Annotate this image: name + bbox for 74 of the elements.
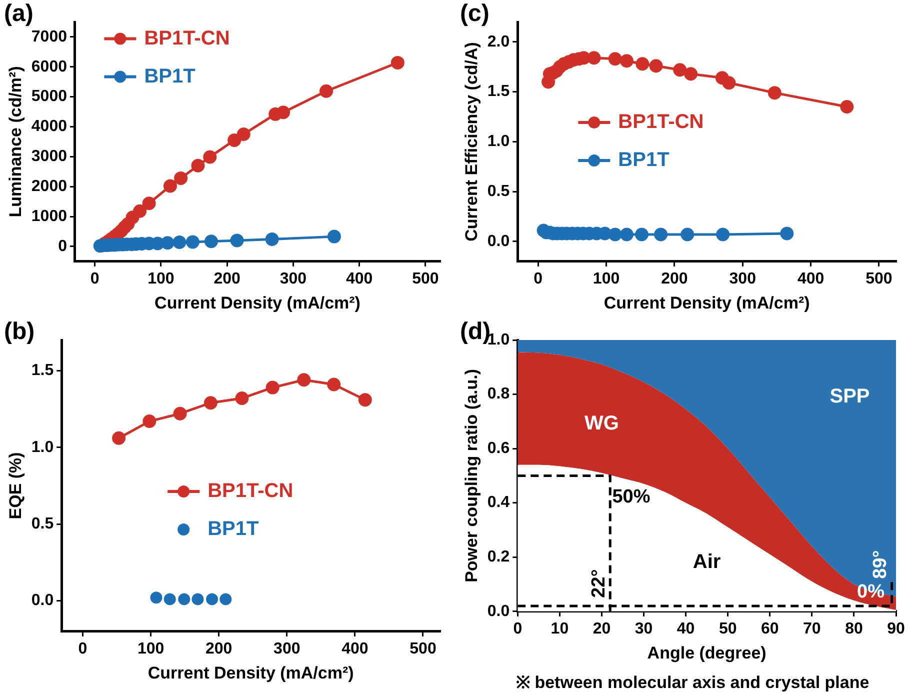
legend-label: BP1T-CN: [144, 27, 230, 50]
x-tick-label: 90: [887, 620, 905, 638]
y-tick-label: 1.5: [487, 83, 510, 100]
y-tick-label: 0.2: [487, 548, 510, 566]
chart-title: (a): [4, 0, 34, 28]
y-tick-label: 2000: [31, 178, 68, 195]
series-label: SPP: [830, 386, 870, 408]
x-tick-label: 400: [342, 640, 368, 658]
x-tick-label: 0: [78, 640, 88, 658]
annotation: 50%: [612, 486, 650, 508]
y-axis-title: EQE (%): [6, 452, 25, 520]
x-tick-label: 200: [661, 270, 688, 288]
x-tick-label: 300: [274, 640, 300, 658]
x-tick-label: 40: [676, 620, 695, 638]
chart-title: (b): [4, 318, 35, 346]
x-tick-label: 0: [534, 270, 543, 288]
x-tick-label: 300: [280, 270, 307, 288]
y-tick-label: 0.5: [31, 515, 54, 532]
x-tick-label: 60: [760, 620, 779, 638]
x-tick-label: 80: [845, 620, 863, 638]
x-tick-label: 50: [718, 620, 737, 638]
y-tick-label: 0.0: [487, 232, 510, 250]
x-axis-title: Current Density (mA/cm²): [148, 663, 354, 682]
y-axis-title: Current Efficiency (cd/A): [462, 42, 481, 242]
x-tick-label: 30: [634, 620, 653, 638]
y-tick-label: 0.5: [487, 182, 510, 200]
x-tick-label: 500: [866, 270, 892, 288]
y-tick-label: 1.5: [31, 362, 54, 380]
x-tick-label: 100: [148, 270, 174, 288]
x-tick-label: 400: [797, 270, 824, 288]
y-tick-label: 5000: [31, 88, 68, 106]
y-tick-label: 0.0: [487, 602, 510, 620]
legend-label: BP1T: [618, 149, 670, 172]
x-tick-label: 20: [592, 620, 611, 638]
x-tick-label: 100: [592, 270, 620, 288]
y-tick-label: 1.0: [31, 438, 54, 456]
series-label: WG: [584, 412, 619, 435]
text: ※ between molecular axis and crystal plane: [516, 672, 870, 693]
y-axis-title: Luminance (cd/m²): [6, 66, 25, 218]
x-tick-label: 500: [412, 270, 439, 288]
y-tick-label: 7000: [31, 28, 68, 46]
y-tick-label: 3000: [31, 148, 68, 166]
x-axis-title: Current Density (mA/cm²): [154, 293, 360, 312]
legend-label: BP1T-CN: [618, 111, 704, 134]
y-tick-label: 4000: [31, 118, 68, 136]
y-axis-title: Power coupling ratio (a.u.): [462, 368, 481, 582]
x-axis-title: Angle (degree): [647, 643, 766, 662]
series-label: Air: [692, 551, 721, 574]
y-tick-label: 2.0: [487, 33, 510, 50]
y-tick-label: 0.6: [487, 440, 510, 457]
x-tick-label: 300: [729, 270, 756, 288]
y-tick-label: 0.8: [487, 386, 510, 403]
y-tick-label: 1.0: [487, 133, 510, 150]
chart-title: (c): [460, 0, 490, 28]
x-tick-label: 0: [90, 270, 100, 288]
x-tick-label: 200: [205, 640, 232, 658]
y-tick-label: 0.4: [487, 494, 510, 512]
legend-label: BP1T-CN: [208, 480, 294, 502]
annotation: 89°: [870, 550, 892, 579]
x-tick-label: 400: [346, 270, 373, 288]
x-axis-title: Current Density (mA/cm²): [604, 293, 810, 312]
x-tick-label: 0: [513, 620, 522, 638]
y-tick-label: 6000: [31, 58, 68, 76]
x-tick-label: 100: [137, 640, 164, 658]
y-tick-label: 1000: [31, 208, 68, 225]
x-tick-label: 500: [410, 640, 436, 658]
x-tick-label: 70: [803, 620, 821, 638]
y-tick-label: 0: [58, 238, 68, 255]
y-tick-label: 0.0: [31, 592, 54, 610]
x-tick-label: 200: [214, 270, 241, 288]
legend-label: BP1T: [144, 65, 196, 88]
x-tick-label: 10: [550, 620, 569, 638]
annotation: 22°: [588, 569, 610, 598]
legend-label: BP1T: [208, 518, 259, 540]
